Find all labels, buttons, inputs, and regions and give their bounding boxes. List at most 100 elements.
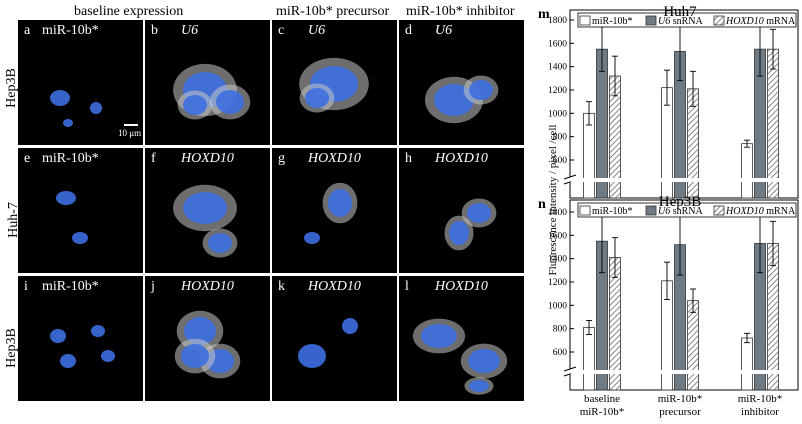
micrograph-panel-h: h HOXD10 bbox=[399, 148, 524, 273]
micrograph-panel-e: e miR-10b* bbox=[18, 148, 143, 273]
cell-image bbox=[173, 63, 251, 120]
panel-letter: k bbox=[278, 279, 285, 294]
panel-gene-label: HOXD10 bbox=[181, 279, 234, 294]
micrograph-panel-j: j HOXD10 bbox=[145, 276, 270, 401]
axis-break-mark bbox=[563, 366, 577, 372]
legend-label: U6 snRNA bbox=[658, 206, 704, 217]
cell-image bbox=[50, 325, 115, 368]
y-tick-label: 800 bbox=[553, 133, 568, 143]
legend-swatch bbox=[713, 15, 725, 26]
column-title-baseline: baseline expression bbox=[74, 4, 184, 19]
legend-label: miR-10b* bbox=[592, 16, 633, 27]
cell-image bbox=[425, 75, 499, 124]
y-tick-label: 1000 bbox=[548, 301, 567, 311]
legend-swatch bbox=[579, 205, 591, 216]
scale-bar-label: 10 μm bbox=[118, 128, 142, 138]
panel-gene-label: miR-10b* bbox=[42, 23, 99, 38]
y-tick-label: 1600 bbox=[548, 39, 567, 49]
micrograph-panel-f: f HOXD10 bbox=[145, 148, 270, 273]
micrograph-panel-g: g HOXD10 bbox=[272, 148, 397, 273]
y-tick-label: 1400 bbox=[548, 63, 567, 73]
legend-swatch bbox=[645, 15, 657, 26]
y-tick-label: 600 bbox=[553, 348, 568, 358]
bar-n-s0-g0 bbox=[583, 327, 595, 391]
panel-letter-n: n bbox=[538, 197, 546, 212]
panel-gene-label: HOXD10 bbox=[308, 279, 361, 294]
x-tick-label: miR-10b* bbox=[738, 393, 783, 405]
panel-letter-m: m bbox=[538, 7, 550, 22]
panel-gene-label: U6 bbox=[308, 23, 326, 38]
micrograph-panel-l: l HOXD10 bbox=[399, 276, 524, 401]
panel-letter: a bbox=[24, 23, 31, 38]
micrograph-panel-d: d U6 bbox=[399, 20, 524, 145]
legend-swatch bbox=[645, 205, 657, 216]
y-tick-label: 1800 bbox=[548, 208, 567, 218]
cell-image bbox=[298, 318, 358, 368]
panel-letter: f bbox=[151, 151, 156, 166]
panel-gene-label: HOXD10 bbox=[435, 151, 488, 166]
panel-gene-label: U6 bbox=[435, 23, 453, 38]
bar-m-s0-g0 bbox=[583, 112, 595, 199]
legend-label: U6 snRNA bbox=[658, 16, 704, 27]
bar-m-s0-g2 bbox=[741, 143, 753, 199]
y-tick-label: 1200 bbox=[548, 86, 567, 96]
scale-bar bbox=[124, 124, 138, 126]
legend-label: miR-10b* bbox=[592, 206, 633, 217]
panel-gene-label: HOXD10 bbox=[435, 279, 488, 294]
micrograph-panel-a: a miR-10b* 10 μm bbox=[18, 20, 143, 145]
axis-break bbox=[564, 369, 576, 375]
y-tick-label: 600 bbox=[553, 156, 568, 166]
cell-image bbox=[299, 57, 369, 113]
panel-letter: h bbox=[405, 151, 412, 166]
break-band bbox=[571, 370, 797, 374]
legend-swatch bbox=[713, 205, 725, 216]
panel-letter: l bbox=[405, 279, 409, 294]
panel-letter: b bbox=[151, 23, 158, 38]
column-title-precursor: miR-10b* precursor bbox=[276, 4, 390, 19]
panel-gene-label: miR-10b* bbox=[42, 151, 99, 166]
y-tick-label: 1800 bbox=[548, 16, 567, 26]
x-tick-label: miR-10b* bbox=[580, 406, 625, 418]
cell-image bbox=[412, 318, 508, 395]
x-tick-label: miR-10b* bbox=[658, 393, 703, 405]
panel-letter: e bbox=[24, 151, 31, 166]
cell-image bbox=[304, 182, 358, 244]
panel-gene-label: miR-10b* bbox=[42, 279, 99, 294]
y-tick-label: 800 bbox=[553, 325, 568, 335]
panel-letter: j bbox=[151, 279, 155, 294]
micrograph-panel-i: i miR-10b* bbox=[18, 276, 143, 401]
panel-gene-label: U6 bbox=[181, 23, 199, 38]
legend-label: HOXD10 mRNA bbox=[725, 16, 796, 27]
legend-swatch bbox=[579, 15, 591, 26]
column-title-inhibitor: miR-10b* inhibitor bbox=[406, 4, 515, 19]
panel-gene-label: HOXD10 bbox=[181, 151, 234, 166]
micrograph-panel-b: b U6 bbox=[145, 20, 270, 145]
legend-n bbox=[577, 202, 797, 218]
micrograph-panel-c: c U6 bbox=[272, 20, 397, 145]
bar-m-s2-g2 bbox=[767, 48, 779, 199]
y-tick-label: 1600 bbox=[548, 231, 567, 241]
panel-letter: d bbox=[405, 23, 412, 38]
cell-image bbox=[50, 90, 102, 127]
x-tick-label: baseline bbox=[584, 393, 620, 405]
bar-charts: m 600 800 1000 1200 1400 1600 1800 miR-10b* U6 sn… bbox=[538, 4, 799, 418]
panel-letter: c bbox=[278, 23, 285, 38]
cell-image bbox=[444, 198, 497, 251]
bar-n-s0-g2 bbox=[741, 337, 753, 391]
x-tick-label: inhibitor bbox=[741, 406, 779, 418]
x-tick-label: precursor bbox=[659, 406, 701, 418]
y-tick-label: 1200 bbox=[548, 278, 567, 288]
micrograph-panel-k: k HOXD10 bbox=[272, 276, 397, 401]
y-tick-label: 1000 bbox=[548, 109, 567, 119]
bar-n-s2-g1 bbox=[687, 300, 699, 391]
axis-break bbox=[564, 177, 576, 183]
panel-gene-label: HOXD10 bbox=[308, 151, 361, 166]
panel-letter: g bbox=[278, 151, 285, 166]
panel-letter: i bbox=[24, 279, 28, 294]
y-axis-label: Fluorescence intensity / pixel /cell bbox=[547, 125, 559, 276]
cell-image bbox=[173, 184, 238, 258]
break-band bbox=[571, 178, 797, 182]
axis-break-mark bbox=[563, 174, 577, 180]
chart-title-n: Hep3B bbox=[659, 194, 702, 210]
chart-title-m: Huh7 bbox=[663, 4, 697, 20]
